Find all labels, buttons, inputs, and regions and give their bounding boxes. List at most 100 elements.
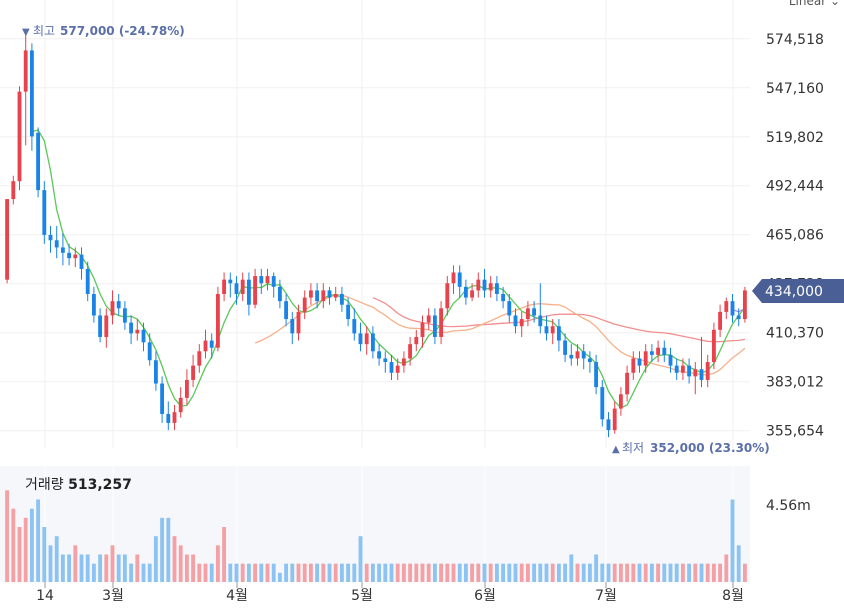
- candle-body: [184, 379, 189, 398]
- volume-bars[interactable]: [5, 490, 747, 582]
- candle-body: [581, 351, 586, 359]
- candle-body: [631, 358, 636, 373]
- volume-bar: [153, 536, 158, 582]
- candle-body: [643, 351, 648, 366]
- volume-bar: [594, 554, 599, 582]
- y-axis: 574,518547,160519,802492,444465,086437,7…: [766, 32, 824, 440]
- volume-bar: [408, 563, 413, 582]
- y-tick-label: 355,654: [766, 424, 824, 440]
- candle-body: [129, 322, 134, 334]
- x-tick-label: 7월: [595, 588, 617, 604]
- candle-body: [358, 333, 363, 345]
- candle-body: [160, 383, 165, 414]
- candle-body: [42, 190, 47, 235]
- candle-body: [395, 365, 400, 373]
- candle-body: [110, 301, 115, 316]
- y-tick-label: 492,444: [766, 179, 824, 195]
- volume-bar: [184, 554, 189, 582]
- y-tick-label: 519,802: [766, 130, 824, 146]
- candle-body: [203, 340, 208, 352]
- volume-bar: [432, 563, 437, 582]
- candle-body: [11, 181, 16, 200]
- volume-bar: [724, 554, 729, 582]
- scale-mode-dropdown[interactable]: Linear ⌄: [789, 0, 840, 8]
- volume-bar: [333, 563, 338, 582]
- candle-body: [383, 358, 388, 363]
- candle-body: [550, 326, 555, 334]
- y-tick-label: 383,012: [766, 375, 824, 391]
- candle-body: [17, 91, 22, 182]
- candle-body: [277, 286, 282, 302]
- volume-bar: [730, 499, 735, 582]
- volume-bar: [699, 563, 704, 582]
- volume-bar: [501, 563, 506, 582]
- candle-body: [488, 283, 493, 291]
- volume-bar: [98, 554, 103, 582]
- volume-bar: [742, 563, 747, 582]
- volume-bar: [513, 563, 518, 582]
- x-axis: 14 3월 4월 5월 6월 7월 8월: [36, 582, 744, 604]
- volume-bar: [271, 563, 276, 582]
- volume-bar: [141, 563, 146, 582]
- volume-bar: [401, 563, 406, 582]
- volume-bar: [693, 563, 698, 582]
- candle-body: [36, 132, 41, 191]
- volume-bar: [265, 563, 270, 582]
- candle-body: [327, 290, 332, 298]
- candle-body: [482, 279, 487, 291]
- candle-body: [656, 347, 661, 355]
- current-price-tag: 434,000: [752, 279, 844, 303]
- candle-body: [333, 293, 338, 298]
- volume-bar: [439, 563, 444, 582]
- chevron-down-icon: ⌄: [829, 0, 840, 8]
- candle-body: [54, 240, 59, 248]
- candle-body: [389, 362, 394, 373]
- candle-body: [85, 268, 90, 294]
- candle-body: [98, 315, 103, 337]
- volume-bar: [215, 545, 220, 582]
- candle-body: [414, 336, 419, 345]
- volume-bar: [538, 563, 543, 582]
- volume-bar: [637, 563, 642, 582]
- volume-bar: [711, 563, 716, 582]
- volume-bar: [172, 536, 177, 582]
- volume-bar: [631, 563, 636, 582]
- volume-bar: [606, 563, 611, 582]
- volume-bar: [575, 563, 580, 582]
- candle-body: [321, 290, 326, 302]
- candle-body: [432, 315, 437, 337]
- volume-bar: [736, 545, 741, 582]
- candle-body: [625, 372, 630, 395]
- candle-body: [470, 290, 475, 298]
- candle-body: [501, 293, 506, 302]
- candle-body: [649, 351, 654, 355]
- volume-bar: [556, 563, 561, 582]
- volume-bar: [420, 563, 425, 582]
- volume-bar: [550, 563, 555, 582]
- volume-bar: [166, 517, 171, 582]
- candlesticks[interactable]: [5, 34, 747, 438]
- volume-bar: [253, 563, 258, 582]
- candle-body: [730, 301, 735, 316]
- volume-bar: [625, 563, 630, 582]
- volume-label: 거래량 513,257: [25, 474, 132, 494]
- candle-body: [575, 351, 580, 359]
- candle-body: [674, 365, 679, 373]
- volume-bar: [451, 563, 456, 582]
- candle-body: [240, 279, 245, 294]
- candle-body: [370, 333, 375, 352]
- candle-body: [687, 365, 692, 377]
- candle-body: [339, 293, 344, 305]
- low-label: 최저: [622, 441, 644, 455]
- high-marker: ▼: [22, 27, 30, 38]
- volume-bar: [668, 563, 673, 582]
- volume-bar: [296, 563, 301, 582]
- volume-bar: [587, 563, 592, 582]
- volume-bar: [302, 563, 307, 582]
- candle-body: [532, 308, 537, 316]
- candle-body: [718, 311, 723, 330]
- candle-body: [724, 301, 729, 312]
- candle-body: [116, 301, 121, 309]
- candle-body: [302, 297, 307, 312]
